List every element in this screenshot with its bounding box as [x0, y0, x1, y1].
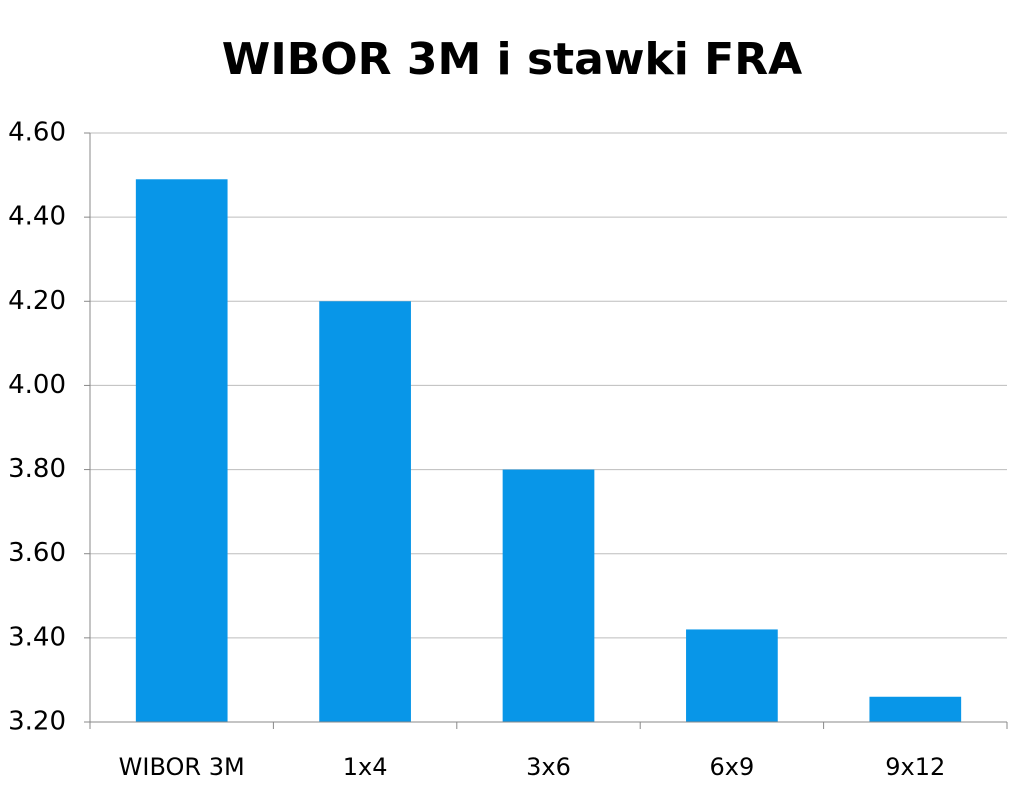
x-tick-label: 1x4 [343, 753, 388, 781]
x-tick-label: 3x6 [526, 753, 571, 781]
y-tick-label: 3.80 [8, 454, 66, 484]
y-tick-label: 3.40 [8, 622, 66, 652]
y-tick-label: 4.00 [8, 370, 66, 400]
bar [869, 696, 962, 722]
x-tick-label: 6x9 [710, 753, 755, 781]
y-tick-label: 4.20 [8, 286, 66, 316]
bar [319, 301, 411, 722]
chart-title: WIBOR 3M i stawki FRA [222, 34, 802, 85]
bar [686, 629, 778, 722]
y-tick-label: 4.60 [8, 118, 66, 148]
bar [135, 179, 228, 722]
y-tick-label: 4.40 [8, 202, 66, 232]
y-tick-label: 3.20 [8, 707, 66, 737]
bar [502, 469, 595, 722]
x-tick-label: 9x12 [885, 753, 945, 781]
x-tick-label: WIBOR 3M [119, 753, 245, 781]
y-tick-label: 3.60 [8, 538, 66, 568]
